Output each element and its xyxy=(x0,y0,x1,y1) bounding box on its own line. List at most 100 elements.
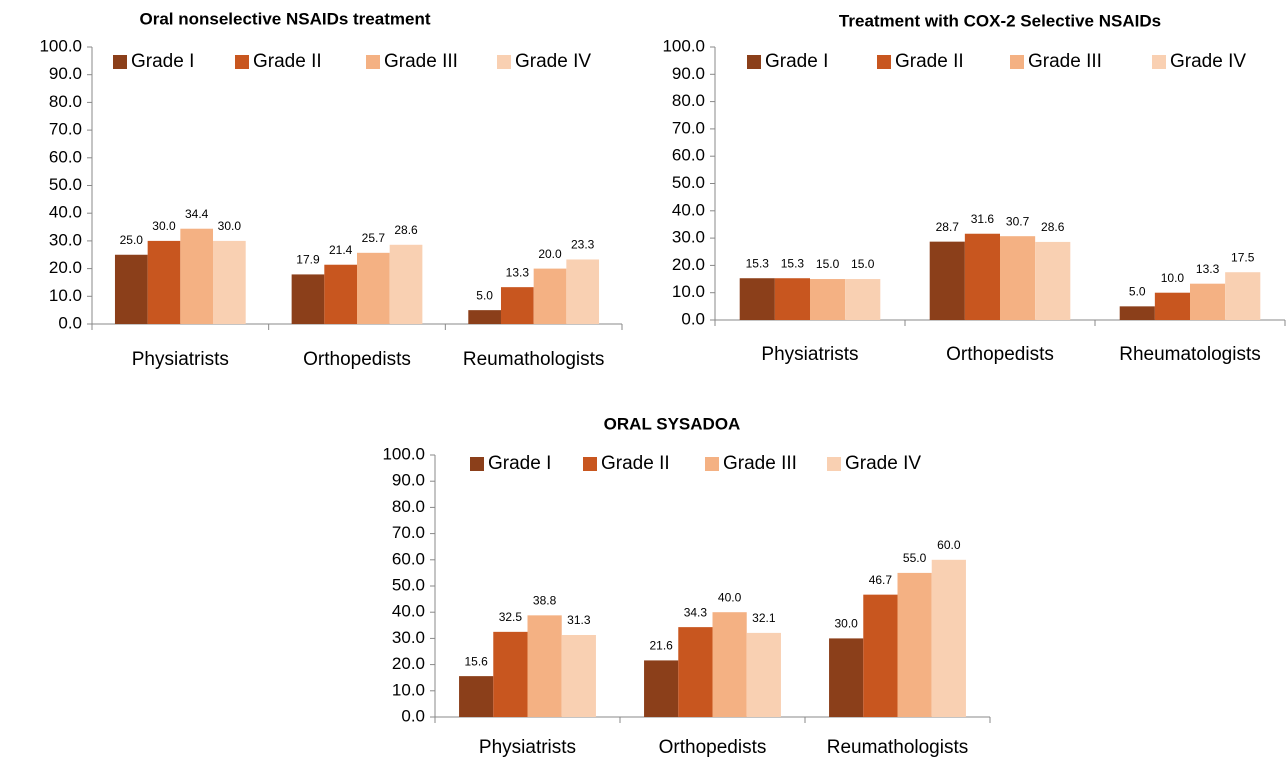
y-tick-label: 50.0 xyxy=(49,175,82,194)
y-tick-label: 20.0 xyxy=(49,258,82,277)
bar xyxy=(1000,236,1036,320)
legend-swatch xyxy=(366,55,380,69)
data-label: 55.0 xyxy=(903,551,927,565)
bar xyxy=(114,254,148,324)
y-tick-label: 70.0 xyxy=(49,120,82,139)
data-label: 31.6 xyxy=(971,212,995,226)
x-tick-label: Rheumatologists xyxy=(1119,344,1261,365)
x-tick-label: Physiatrists xyxy=(132,349,229,370)
y-tick-label: 50.0 xyxy=(672,173,705,192)
legend-swatch xyxy=(113,55,127,69)
y-tick-label: 0.0 xyxy=(401,706,425,725)
bar xyxy=(324,264,357,324)
y-tick-label: 50.0 xyxy=(392,575,425,594)
bar xyxy=(1154,292,1190,320)
bar xyxy=(739,278,775,320)
y-tick-label: 0.0 xyxy=(58,313,82,332)
y-tick-label: 80.0 xyxy=(672,91,705,110)
legend-label: Grade III xyxy=(1028,51,1102,72)
data-label: 28.7 xyxy=(936,220,960,234)
data-label: 21.6 xyxy=(649,639,673,653)
bar xyxy=(147,240,181,324)
data-label: 15.0 xyxy=(816,257,840,271)
chart-title: Treatment with COX-2 Selective NSAIDs xyxy=(839,11,1161,30)
bar xyxy=(1035,241,1071,320)
legend-label: Grade IV xyxy=(515,51,591,72)
bar xyxy=(964,233,1000,320)
bar xyxy=(459,676,494,717)
legend-label: Grade I xyxy=(488,453,551,474)
bar xyxy=(468,310,501,324)
y-tick-label: 80.0 xyxy=(392,497,425,516)
bar xyxy=(291,274,325,324)
y-tick-label: 100.0 xyxy=(382,444,425,463)
data-label: 15.6 xyxy=(464,654,488,668)
data-label: 21.4 xyxy=(329,243,353,257)
bar xyxy=(561,634,596,717)
legend-label: Grade IV xyxy=(845,453,921,474)
data-label: 15.3 xyxy=(781,256,805,270)
data-label: 30.0 xyxy=(218,219,242,233)
x-tick-label: Reumathologists xyxy=(463,349,605,370)
bar xyxy=(213,240,246,324)
bar xyxy=(678,627,713,717)
legend-swatch xyxy=(1010,55,1024,69)
bar xyxy=(500,287,534,324)
legend-label: Grade II xyxy=(601,453,670,474)
y-tick-label: 40.0 xyxy=(392,602,425,621)
y-tick-label: 20.0 xyxy=(672,255,705,274)
data-label: 13.3 xyxy=(1196,262,1220,276)
data-label: 30.0 xyxy=(152,219,176,233)
data-label: 23.3 xyxy=(571,238,595,252)
data-label: 32.5 xyxy=(499,610,523,624)
data-label: 38.8 xyxy=(533,594,557,608)
y-tick-label: 30.0 xyxy=(672,228,705,247)
y-tick-label: 10.0 xyxy=(49,286,82,305)
legend-label: Grade I xyxy=(765,51,828,72)
legend-swatch xyxy=(877,55,891,69)
legend-label: Grade III xyxy=(384,51,458,72)
x-tick-label: Physiatrists xyxy=(761,344,858,365)
bar xyxy=(1119,306,1155,320)
bar xyxy=(527,615,562,717)
y-tick-label: 100.0 xyxy=(662,36,705,55)
x-tick-label: Orthopedists xyxy=(303,349,411,370)
y-tick-label: 40.0 xyxy=(672,200,705,219)
legend-swatch xyxy=(705,457,719,471)
data-label: 5.0 xyxy=(1129,285,1146,299)
legend-swatch xyxy=(1152,55,1166,69)
data-label: 34.4 xyxy=(185,207,209,221)
bar xyxy=(897,572,932,717)
data-label: 30.0 xyxy=(834,617,858,631)
y-tick-label: 70.0 xyxy=(392,523,425,542)
data-label: 15.0 xyxy=(851,257,875,271)
bar xyxy=(644,660,679,717)
y-tick-label: 60.0 xyxy=(49,147,82,166)
legend-swatch xyxy=(747,55,761,69)
data-label: 17.9 xyxy=(296,253,320,267)
y-tick-label: 0.0 xyxy=(681,309,705,328)
bar xyxy=(829,638,864,717)
y-tick-label: 40.0 xyxy=(49,203,82,222)
bar xyxy=(712,612,747,717)
x-tick-label: Physiatrists xyxy=(479,737,576,758)
legend-swatch xyxy=(470,457,484,471)
data-label: 25.0 xyxy=(120,233,144,247)
chart-title: ORAL SYSADOA xyxy=(604,414,741,433)
bar xyxy=(533,268,567,324)
data-label: 17.5 xyxy=(1231,250,1255,264)
bar xyxy=(929,241,965,320)
bar xyxy=(774,278,810,320)
x-tick-label: Orthopedists xyxy=(659,737,767,758)
bar xyxy=(566,259,600,324)
y-tick-label: 70.0 xyxy=(672,118,705,137)
data-label: 13.3 xyxy=(506,265,530,279)
data-label: 20.0 xyxy=(538,247,562,261)
data-label: 15.3 xyxy=(746,256,770,270)
data-label: 60.0 xyxy=(937,538,961,552)
y-tick-label: 80.0 xyxy=(49,92,82,111)
bar xyxy=(845,279,881,320)
bar xyxy=(810,279,846,320)
legend-swatch xyxy=(497,55,511,69)
legend-label: Grade II xyxy=(253,51,322,72)
